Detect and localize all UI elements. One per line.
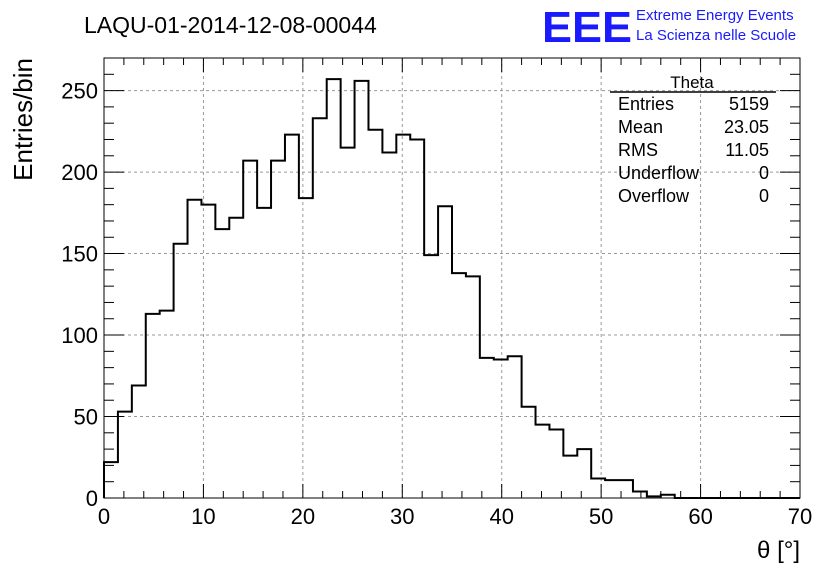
histogram-bin — [661, 495, 675, 498]
x-tick-label: 40 — [489, 504, 513, 529]
histogram-bin — [577, 449, 591, 498]
histogram-bin — [313, 118, 327, 498]
x-tick-label: 0 — [98, 504, 110, 529]
histogram-outline — [103, 78, 800, 499]
histogram-bin — [229, 218, 243, 498]
axis-ticks — [103, 57, 801, 499]
histogram-bin — [146, 314, 160, 498]
histogram-bin — [591, 478, 605, 498]
x-axis-label: θ [°] — [757, 537, 800, 564]
y-tick-label: 250 — [61, 79, 98, 104]
grid-lines — [104, 58, 800, 498]
histogram-bin — [508, 356, 522, 498]
y-axis-label: Entries/bin — [8, 58, 38, 181]
histogram-bin — [118, 412, 132, 498]
histogram-bin — [619, 480, 633, 498]
x-tick-label: 20 — [291, 504, 315, 529]
histogram-bin — [536, 425, 550, 498]
eee-logo: EEE Extreme Energy Events La Scienza nel… — [542, 3, 796, 52]
y-tick-label: 100 — [61, 323, 98, 348]
histogram-bin — [494, 359, 508, 498]
x-tick-label: 70 — [788, 504, 812, 529]
logo-mark: EEE — [542, 3, 632, 52]
stats-value: 23.05 — [724, 117, 769, 137]
histogram-bin — [215, 229, 229, 498]
histogram-bin — [368, 130, 382, 498]
stats-value: 0 — [759, 163, 769, 183]
histogram-bin — [355, 81, 369, 498]
histogram-bin — [271, 161, 285, 498]
x-tick-label: 30 — [390, 504, 414, 529]
stats-value: 0 — [759, 186, 769, 206]
stats-value: 11.05 — [725, 140, 769, 160]
plot-frame — [103, 57, 801, 499]
stats-box: Theta Entries 5159 Mean 23.05 RMS 11.05 Underf… — [610, 73, 776, 206]
histogram-bins — [103, 78, 800, 499]
histogram-bin — [452, 273, 466, 498]
histogram-bin — [132, 386, 146, 498]
histogram-bin — [396, 135, 410, 498]
histogram-bin — [647, 496, 661, 498]
histogram-bin — [549, 430, 563, 498]
histogram-bin — [299, 198, 313, 498]
logo-line-2: La Scienza nelle Scuole — [636, 27, 796, 44]
x-tick-labels: 0 10 20 30 40 50 60 70 — [98, 504, 812, 529]
stats-rows: Entries 5159 Mean 23.05 RMS 11.05 Underflow 0 Ov… — [618, 94, 769, 206]
y-tick-label: 0 — [86, 486, 98, 511]
x-tick-label: 60 — [688, 504, 712, 529]
logo-line-1: Extreme Energy Events — [636, 7, 794, 24]
histogram-bin — [341, 148, 355, 498]
histogram-bin — [243, 161, 257, 498]
histogram-bin — [633, 491, 647, 498]
stats-value: 5159 — [729, 94, 769, 114]
histogram-bin — [174, 244, 188, 498]
x-tick-label: 10 — [191, 504, 215, 529]
stats-label: Mean — [618, 117, 663, 137]
histogram-bin — [605, 480, 619, 498]
histogram-bin — [104, 462, 118, 498]
y-tick-label: 50 — [74, 405, 98, 430]
histogram-bin — [563, 456, 577, 498]
histogram-bin — [382, 153, 396, 498]
histogram-bin — [438, 206, 452, 498]
histogram-bin — [410, 139, 424, 498]
histogram-bin — [480, 358, 494, 498]
stats-label: Underflow — [618, 163, 700, 183]
y-tick-label: 200 — [61, 160, 98, 185]
histogram-bin — [466, 276, 480, 498]
histogram-bin — [285, 135, 299, 498]
stats-label: Overflow — [618, 186, 690, 206]
histogram-bin — [201, 205, 215, 498]
x-tick-label: 50 — [589, 504, 613, 529]
stats-label: Entries — [618, 94, 674, 114]
histogram-bin — [327, 79, 341, 498]
histogram-bin — [257, 208, 271, 498]
y-tick-labels: 0 50 100 150 200 250 — [61, 79, 98, 511]
histogram-bin — [424, 255, 438, 498]
stats-label: RMS — [618, 140, 658, 160]
histogram-bin — [188, 200, 202, 498]
stats-title: Theta — [670, 73, 714, 92]
histogram-bin — [160, 311, 174, 498]
y-tick-label: 150 — [61, 242, 98, 267]
histogram-bin — [522, 407, 536, 498]
chart-title: LAQU-01-2014-12-08-00044 — [84, 12, 377, 38]
